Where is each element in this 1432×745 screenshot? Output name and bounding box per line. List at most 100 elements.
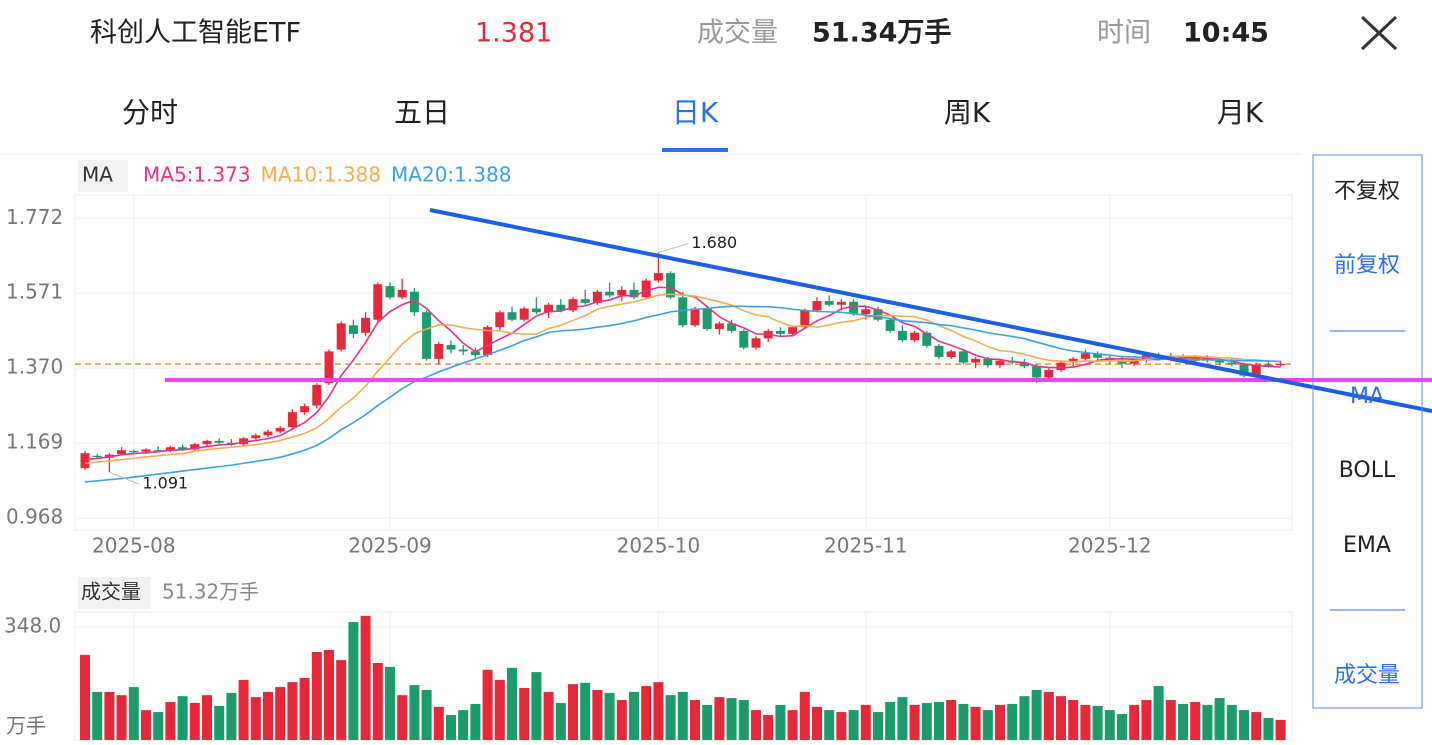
volume-bar (604, 692, 615, 740)
volume-bar (1092, 705, 1103, 740)
price-pane (74, 194, 1293, 531)
volume-bar (1019, 696, 1030, 740)
candle-body (434, 343, 444, 359)
volume-bar (153, 712, 164, 740)
volume-bar (592, 689, 603, 740)
volume-bar (1007, 703, 1018, 740)
volume-bar (360, 615, 371, 740)
volume-bar (1214, 698, 1225, 740)
candle-body (922, 332, 932, 346)
candle-body (92, 455, 102, 457)
tab-active[interactable]: 日K (672, 96, 719, 129)
candle-body (531, 308, 541, 313)
volume-bar (287, 682, 298, 740)
candle-body (714, 323, 724, 330)
volume-bar (348, 622, 359, 740)
volume-bar (80, 654, 90, 740)
volume-bar (421, 689, 432, 740)
volume-bar (433, 706, 444, 740)
candle-body (275, 427, 285, 432)
trend-line (429, 208, 1432, 413)
volume-bar (446, 714, 456, 740)
volume-bar (116, 695, 127, 740)
panel-option[interactable]: BOLL (1339, 458, 1396, 483)
x-tick-label: 2025-10 (617, 534, 701, 558)
tab[interactable]: 月K (1217, 96, 1264, 129)
side-panel (1312, 154, 1423, 709)
volume-bar (458, 710, 469, 740)
volume-bar (372, 663, 383, 740)
annotation-leader (109, 471, 140, 485)
volume-bar (1031, 689, 1042, 740)
candle-body (202, 440, 212, 445)
volume-bar (824, 710, 835, 740)
volume-bar (189, 702, 200, 740)
volume-bar (763, 714, 774, 740)
candle-body (1251, 364, 1261, 376)
volume-bar (616, 700, 627, 740)
volume-bar (177, 696, 188, 740)
volume-bar (860, 704, 871, 740)
candle-body (788, 327, 798, 334)
panel-option[interactable]: EMA (1343, 533, 1391, 558)
candle-body (397, 289, 407, 298)
tab[interactable]: 分时 (122, 96, 178, 129)
volume-bar (92, 691, 103, 740)
panel-option-active[interactable]: MA (1350, 384, 1384, 409)
candle-body (849, 301, 859, 315)
volume-bar (641, 686, 652, 740)
y-tick-label: 348.0 (4, 613, 61, 637)
volume-bar (799, 691, 810, 740)
volume-bar (128, 687, 139, 740)
close-button[interactable] (1360, 15, 1398, 51)
candle-body (995, 360, 1005, 366)
volume-bar (702, 704, 713, 740)
volume-bar (726, 698, 737, 740)
candle-body (971, 358, 981, 363)
volume-bar (873, 712, 883, 740)
volume-bar (1226, 704, 1237, 740)
candle-body (153, 450, 163, 452)
volume-bar (1056, 696, 1066, 740)
volume-value: 51.34万手 (812, 18, 951, 49)
x-tick-label: 2025-08 (92, 534, 176, 558)
candle-body (348, 325, 358, 334)
legend-entry: MA10:1.388 (261, 163, 381, 187)
volume-bar (202, 695, 212, 740)
volume-bar (1190, 701, 1201, 740)
x-tick-label: 2025-11 (824, 534, 908, 558)
annotation-leader (658, 243, 689, 254)
candle-body (519, 308, 529, 320)
volume-bar (1068, 700, 1079, 740)
panel-option-active[interactable]: 前复权 (1334, 253, 1400, 278)
tab[interactable]: 周K (944, 96, 991, 129)
volume-bar (311, 651, 322, 740)
candle-body (702, 308, 712, 330)
candle-body (1068, 358, 1078, 363)
y-tick-label: 1.571 (6, 280, 63, 304)
volume-bar (409, 685, 420, 740)
candle-body (1117, 361, 1127, 364)
panel-option-active[interactable]: 成交量 (1334, 663, 1400, 688)
candle-body (1019, 362, 1029, 367)
candle-body (690, 308, 700, 326)
volume-bar (836, 712, 847, 740)
candle-body (1239, 364, 1249, 376)
y-tick-label: 0.968 (6, 505, 63, 529)
volume-bar (531, 672, 542, 740)
tab[interactable]: 五日 (394, 96, 450, 129)
candle-body (617, 289, 627, 296)
candle-body (983, 358, 993, 366)
volume-bar (1165, 700, 1176, 740)
candle-body (458, 349, 468, 352)
candle-body (263, 431, 273, 436)
panel-option[interactable]: 不复权 (1334, 179, 1400, 204)
time-label: 时间 (1097, 18, 1151, 49)
candle-body (1044, 370, 1054, 378)
candle-body (934, 345, 944, 357)
candle-body (751, 338, 761, 348)
candle-body (178, 447, 188, 450)
volume-bar (580, 682, 591, 740)
candle-body (800, 310, 810, 328)
candle-body (409, 291, 419, 313)
